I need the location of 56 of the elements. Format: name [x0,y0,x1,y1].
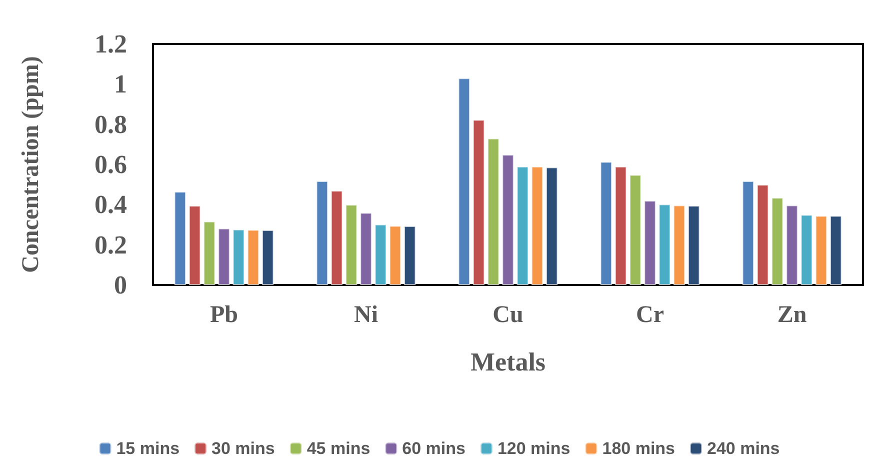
bar [756,184,769,285]
x-axis-title: Metals [470,348,546,376]
bar [502,154,514,285]
bar [786,205,798,285]
bar [262,230,274,285]
legend-label: 30 mins [212,439,275,458]
bar [516,166,528,285]
bar [531,166,544,285]
y-tick-label: 0.4 [94,190,127,220]
bar [488,138,500,285]
x-tick-label: Pb [210,302,238,328]
legend-label: 15 mins [116,439,180,458]
bar [174,192,186,285]
bar [688,206,700,285]
bar [830,216,842,285]
y-tick-label: 1 [114,70,127,99]
bar [360,212,372,285]
legend-label: 60 mins [402,439,466,458]
legend-label: 45 mins [306,439,370,458]
bar [630,174,642,285]
bar [546,167,558,285]
bar [204,221,216,285]
y-tick-label: 0.2 [94,230,127,260]
bar [614,166,627,285]
legend-label: 240 mins [707,439,780,458]
bar [316,180,328,285]
x-tick-label: Zn [777,302,807,328]
x-tick-label: Cr [636,302,664,328]
bar [404,226,416,285]
bar [800,214,812,285]
bar [658,204,670,285]
bar [644,200,656,285]
bar [600,162,612,285]
bar [389,226,402,285]
bar [218,228,230,285]
bar [247,230,260,285]
bar [673,205,686,285]
y-tick-label: 0.6 [94,150,127,179]
y-tick-label: 1.2 [94,30,127,58]
bar [742,180,754,285]
bar [472,120,485,285]
bar [772,198,784,285]
y-tick-label: 0.8 [94,110,127,139]
x-tick-label: Cu [492,302,524,328]
bar [330,190,343,285]
bar [815,216,828,285]
bar [188,206,201,285]
bar [374,224,386,285]
bar [232,229,244,285]
legend-label: 180 mins [602,439,676,458]
y-axis-title: Concentration (ppm) [18,56,44,273]
legend-label: 120 mins [497,439,570,458]
y-tick-label: 0 [114,270,127,300]
bar [346,204,358,285]
bar [458,78,470,285]
x-tick-label: Ni [354,302,378,328]
